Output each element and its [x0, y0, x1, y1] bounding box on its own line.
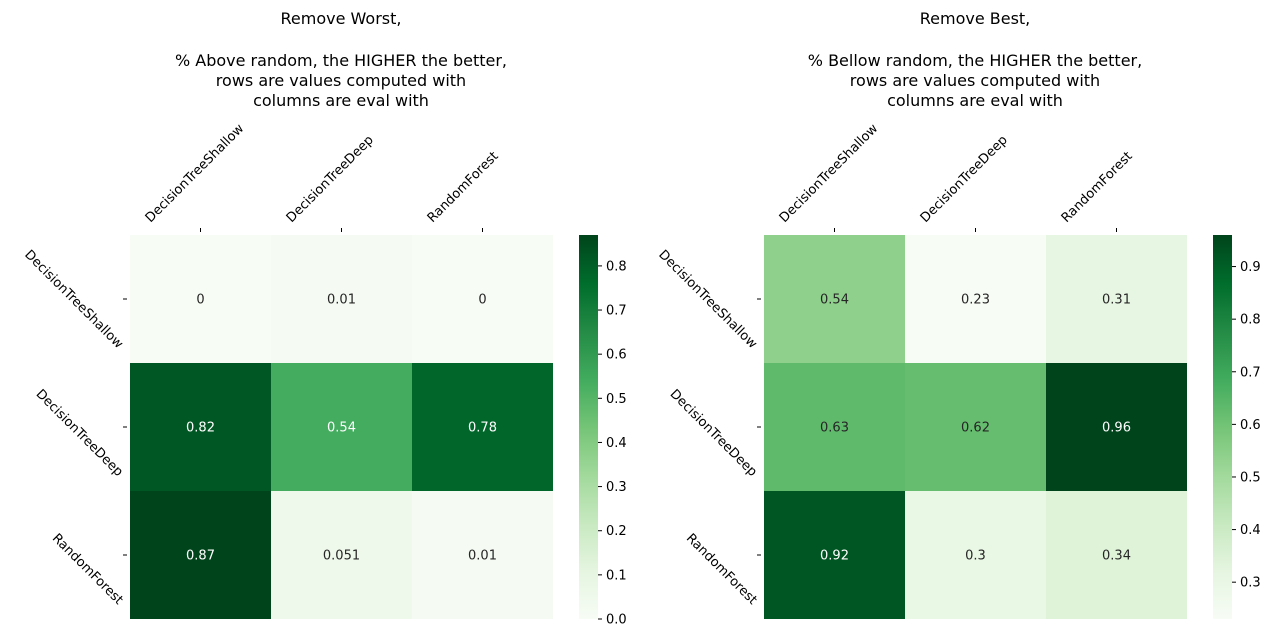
- heatmap-cell: [764, 491, 905, 619]
- heatmap-cell: [412, 491, 553, 619]
- colorbar-tick-label: 0.1: [606, 568, 627, 583]
- heatmap-cell: [271, 491, 412, 619]
- colorbar-tick-label: 0.3: [1240, 576, 1261, 591]
- heatmap-cell: [1046, 363, 1187, 491]
- cell-value-label: 0.051: [323, 549, 360, 564]
- colorbar-tick-label: 0.4: [606, 436, 627, 451]
- heatmap-cell: [905, 363, 1046, 491]
- colorbar-tick-label: 0.3: [606, 480, 627, 495]
- cell-value-label: 0.87: [186, 549, 215, 564]
- cell-value-label: 0.63: [820, 421, 849, 436]
- cell-value-label: 0: [196, 293, 204, 308]
- colorbar-tick-label: 0.7: [1240, 365, 1261, 380]
- heatmap-cell: [1046, 491, 1187, 619]
- heatmap-cell: [905, 235, 1046, 363]
- colorbar-tick-label: 0.2: [606, 524, 627, 539]
- chart-title-line: columns are eval with: [887, 91, 1063, 110]
- colorbar-tick-label: 0.5: [1240, 470, 1261, 485]
- cell-value-label: 0.31: [1102, 293, 1131, 308]
- colorbar-tick-label: 0.6: [1240, 418, 1261, 433]
- colorbar: [579, 235, 598, 619]
- heatmap-cell: [130, 363, 271, 491]
- colorbar: [1213, 235, 1232, 619]
- y-tick-label: DecisionTreeShallow: [21, 247, 126, 352]
- chart-title-line: rows are values computed with: [850, 71, 1100, 90]
- chart-title-line: Remove Worst,: [281, 9, 402, 28]
- cell-value-label: 0.3: [965, 549, 986, 564]
- heatmap-cell: [271, 363, 412, 491]
- x-tick-label: DecisionTreeDeep: [918, 133, 1011, 226]
- y-tick-label: RandomForest: [683, 531, 760, 608]
- cell-value-label: 0.23: [961, 293, 990, 308]
- x-tick-label: RandomForest: [1059, 149, 1136, 226]
- heatmap-cell: [1046, 235, 1187, 363]
- x-tick-label: DecisionTreeShallow: [777, 121, 882, 226]
- chart-title-line: % Bellow random, the HIGHER the better,: [808, 51, 1142, 70]
- colorbar-tick-label: 0.6: [606, 348, 627, 363]
- cell-value-label: 0.54: [820, 293, 849, 308]
- x-tick-label: RandomForest: [425, 149, 502, 226]
- chart-title-line: Remove Best,: [920, 9, 1031, 28]
- chart-title-line: % Above random, the HIGHER the better,: [175, 51, 507, 70]
- cell-value-label: 0.01: [468, 549, 497, 564]
- heatmap-cell: [412, 235, 553, 363]
- cell-value-label: 0.54: [327, 421, 356, 436]
- colorbar-tick-label: 0.5: [606, 392, 627, 407]
- y-tick-label: DecisionTreeDeep: [33, 387, 126, 480]
- heatmap-cell: [271, 235, 412, 363]
- cell-value-label: 0.96: [1102, 421, 1131, 436]
- colorbar-tick-label: 0.4: [1240, 523, 1261, 538]
- cell-value-label: 0.01: [327, 293, 356, 308]
- colorbar-tick-label: 0.7: [606, 304, 627, 319]
- cell-value-label: 0.92: [820, 549, 849, 564]
- cell-value-label: 0.34: [1102, 549, 1131, 564]
- y-tick-label: RandomForest: [49, 531, 126, 608]
- heatmap-cell: [764, 235, 905, 363]
- heatmap-remove-best: Remove Best, % Bellow random, the HIGHER…: [655, 9, 1261, 619]
- heatmap-cell: [905, 491, 1046, 619]
- chart-title-line: columns are eval with: [253, 91, 429, 110]
- cell-value-label: 0: [478, 293, 486, 308]
- y-tick-label: DecisionTreeDeep: [667, 387, 760, 480]
- x-tick-label: DecisionTreeDeep: [284, 133, 377, 226]
- colorbar-tick-label: 0.9: [1240, 260, 1261, 275]
- cell-value-label: 0.82: [186, 421, 215, 436]
- x-tick-label: DecisionTreeShallow: [143, 121, 248, 226]
- heatmap-cell: [130, 235, 271, 363]
- cell-value-label: 0.78: [468, 421, 497, 436]
- colorbar-tick-label: 0.8: [1240, 313, 1261, 328]
- heatmap-cell: [412, 363, 553, 491]
- chart-title-line: rows are values computed with: [216, 71, 466, 90]
- heatmap-cell: [764, 363, 905, 491]
- colorbar-tick-label: 0.8: [606, 259, 627, 274]
- colorbar-tick-label: 0.0: [606, 613, 627, 628]
- y-tick-label: DecisionTreeShallow: [655, 247, 760, 352]
- heatmap-remove-worst: Remove Worst, % Above random, the HIGHER…: [21, 9, 626, 628]
- heatmap-cell: [130, 491, 271, 619]
- cell-value-label: 0.62: [961, 421, 990, 436]
